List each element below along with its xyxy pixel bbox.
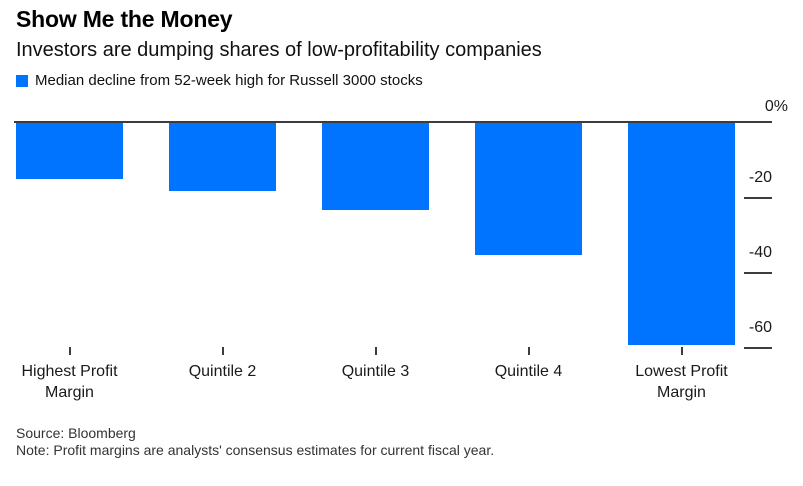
y-axis-label: -20 <box>748 168 772 186</box>
bar <box>475 123 582 256</box>
x-axis-tick <box>680 347 683 356</box>
bar-chart: 0% -20 -40 -60 Highest Profit Margin Quintile… <box>0 89 803 409</box>
chart-subtitle: Investors are dumping shares of low-prof… <box>16 39 542 62</box>
x-axis-tick <box>374 347 377 356</box>
y-axis-tick <box>744 347 772 350</box>
legend: Median decline from 52-week high for Rus… <box>16 73 787 89</box>
bar <box>322 123 429 211</box>
x-axis-label: Quintile 4 <box>494 363 563 381</box>
y-axis-label: -40 <box>748 243 772 261</box>
legend-swatch-icon <box>16 75 28 88</box>
chart-footer: Source: Bloomberg Note: Profit margins a… <box>16 425 787 459</box>
source-line: Source: Bloomberg <box>16 425 136 442</box>
y-axis-tick <box>744 271 772 274</box>
x-axis-label: Quintile 2 <box>188 363 257 381</box>
bar <box>169 123 276 192</box>
bar <box>16 123 123 180</box>
y-axis-label: 0% <box>764 98 788 116</box>
legend-label: Median decline from 52-week high for Rus… <box>35 72 423 90</box>
zero-baseline <box>14 121 772 124</box>
x-axis-label: Quintile 3 <box>341 363 410 381</box>
x-axis-label: Highest Profit Margin <box>21 363 118 402</box>
x-axis-tick <box>68 347 71 356</box>
y-axis-label: -60 <box>748 319 772 337</box>
x-axis-tick <box>527 347 530 356</box>
note-line: Note: Profit margins are analysts' conse… <box>16 442 495 459</box>
chart-title: Show Me the Money <box>16 6 233 32</box>
y-axis-tick <box>744 196 772 199</box>
x-axis-label: Lowest Profit Margin <box>635 363 728 402</box>
x-axis-tick <box>221 347 224 356</box>
bar <box>628 123 735 346</box>
